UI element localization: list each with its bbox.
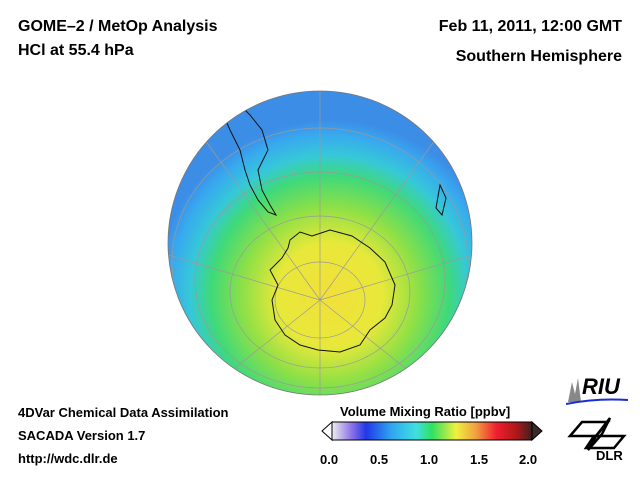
colorbar-tick: 1.5 [470, 452, 489, 467]
graticule [168, 91, 472, 395]
footer-method: 4DVar Chemical Data Assimilation [18, 405, 229, 420]
colorbar-tick: 2.0 [519, 452, 538, 467]
map-region: Southern Hemisphere [455, 48, 622, 65]
antarctica-outline [269, 229, 396, 353]
map-subtitle: HCl at 55.4 hPa [18, 42, 134, 59]
colorbar-tick: 0.5 [370, 452, 389, 467]
footer-version: SACADA Version 1.7 [18, 428, 146, 443]
island-outline [435, 183, 447, 217]
coastlines [214, 91, 447, 353]
colorbar-tick: 1.0 [420, 452, 439, 467]
dlr-logo: DLR [566, 414, 630, 464]
south-america-outline [214, 91, 278, 216]
colorbar-tick: 0.0 [320, 452, 339, 467]
riu-logo: RIU [566, 374, 630, 406]
map-title: GOME–2 / MetOp Analysis [18, 18, 218, 35]
colorbar-title: Volume Mixing Ratio [ppbv] [340, 404, 511, 419]
map-date: Feb 11, 2011, 12:00 GMT [438, 18, 622, 35]
footer-url[interactable]: http://wdc.dlr.de [18, 451, 118, 466]
colorbar [321, 420, 543, 442]
